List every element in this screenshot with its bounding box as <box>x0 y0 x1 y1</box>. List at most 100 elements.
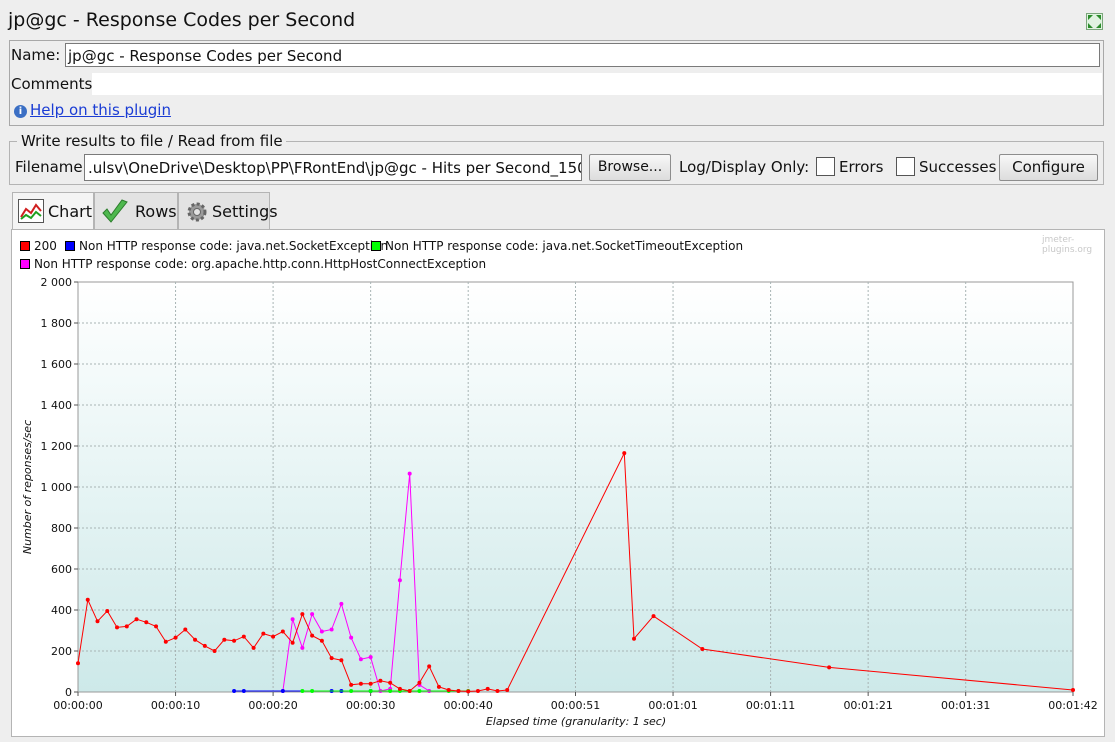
data-point-0 <box>183 627 188 632</box>
data-point-0 <box>193 637 198 642</box>
data-point-0 <box>310 633 315 638</box>
tab-rows[interactable]: Rows <box>94 192 178 229</box>
series-line-3 <box>282 473 430 692</box>
name-comments-panel: Name: jp@gc - Response Codes per Second … <box>9 40 1104 126</box>
data-point-3 <box>358 657 363 662</box>
data-point-2 <box>368 688 373 693</box>
data-point-0 <box>475 688 480 693</box>
data-point-0 <box>251 645 256 650</box>
errors-label: Errors <box>839 158 884 176</box>
successes-checkbox[interactable] <box>896 157 915 176</box>
data-point-3 <box>349 635 354 640</box>
chart-icon <box>18 199 44 223</box>
filename-label: Filename <box>15 158 83 176</box>
tab-rows-label: Rows <box>135 202 177 221</box>
data-point-0 <box>436 684 441 689</box>
y-tick-label: 0 <box>65 686 72 699</box>
data-point-0 <box>300 612 305 617</box>
x-tick-label: 00:00:10 <box>151 699 200 712</box>
y-tick-label: 2 000 <box>41 276 73 289</box>
tab-settings-label: Settings <box>212 202 278 221</box>
data-point-2 <box>349 688 354 693</box>
y-tick-label: 1 000 <box>41 481 73 494</box>
data-point-0 <box>280 629 285 634</box>
data-point-0 <box>241 634 246 639</box>
x-tick-label: 00:00:51 <box>551 699 600 712</box>
y-tick-label: 1 400 <box>41 399 73 412</box>
comments-label: Comments: <box>11 75 98 93</box>
data-point-0 <box>95 619 100 624</box>
successes-label: Successes <box>919 158 997 176</box>
legend-label-socket-exception: Non HTTP response code: java.net.SocketE… <box>79 239 389 253</box>
data-point-0 <box>466 689 471 694</box>
data-point-0 <box>144 620 149 625</box>
data-point-0 <box>368 681 373 686</box>
window-title: jp@gc - Response Codes per Second <box>8 9 356 31</box>
data-point-0 <box>495 688 500 693</box>
data-point-2 <box>310 688 315 693</box>
data-point-3 <box>290 617 295 622</box>
watermark: jmeter-plugins.org <box>1042 235 1093 255</box>
y-tick-label: 800 <box>51 522 72 535</box>
y-tick-label: 1 600 <box>41 358 73 371</box>
x-tick-label: 00:01:21 <box>843 699 892 712</box>
gear-icon <box>187 202 207 222</box>
y-tick-label: 400 <box>51 604 72 617</box>
data-point-0 <box>397 686 402 691</box>
tab-chart-label: Chart <box>48 202 92 221</box>
data-point-0 <box>339 658 344 663</box>
y-axis-label: Number of reponses/sec <box>21 420 34 554</box>
expand-icon[interactable] <box>1086 13 1103 30</box>
legend-label-host-connect: Non HTTP response code: org.apache.http.… <box>34 257 487 271</box>
name-input[interactable]: jp@gc - Response Codes per Second <box>65 43 1100 67</box>
data-point-0 <box>290 640 295 645</box>
data-point-2 <box>417 688 422 693</box>
help-link[interactable]: Help on this plugin <box>30 101 171 119</box>
file-panel <box>9 141 1104 185</box>
legend-swatch-socket-exception <box>65 241 75 251</box>
data-point-0 <box>417 680 422 685</box>
data-point-0 <box>261 631 266 636</box>
data-point-3 <box>329 627 334 632</box>
data-point-0 <box>505 687 510 692</box>
data-point-3 <box>397 578 402 583</box>
data-point-0 <box>378 678 383 683</box>
browse-button[interactable]: Browse... <box>589 154 671 181</box>
data-point-0 <box>349 682 354 687</box>
x-axis-label: Elapsed time (granularity: 1 sec) <box>486 715 666 728</box>
data-point-0 <box>202 643 207 648</box>
data-point-0 <box>105 609 110 614</box>
data-point-0 <box>622 451 627 456</box>
data-point-0 <box>173 635 178 640</box>
comments-field[interactable] <box>92 73 1102 95</box>
data-point-0 <box>329 656 334 661</box>
data-point-0 <box>154 624 159 629</box>
x-tick-label: 00:00:40 <box>443 699 492 712</box>
legend-swatch-200 <box>20 241 30 251</box>
y-tick-label: 1 800 <box>41 317 73 330</box>
file-section-title: Write results to file / Read from file <box>18 132 286 150</box>
data-point-0 <box>388 680 393 685</box>
data-point-3 <box>407 471 412 476</box>
filename-input[interactable]: .ulsv\OneDrive\Desktop\PP\FRontEnd\jp@gc… <box>84 154 582 181</box>
data-point-0 <box>427 664 432 669</box>
x-tick-label: 00:01:01 <box>648 699 697 712</box>
data-point-1 <box>241 688 246 693</box>
legend-label-socket-timeout: Non HTTP response code: java.net.SocketT… <box>385 239 744 253</box>
data-point-0 <box>456 688 461 693</box>
data-point-0 <box>124 624 129 629</box>
x-tick-label: 00:00:20 <box>248 699 297 712</box>
data-point-0 <box>407 688 412 693</box>
x-tick-label: 00:01:31 <box>941 699 990 712</box>
tab-chart[interactable]: Chart <box>12 192 94 230</box>
data-point-0 <box>827 665 832 670</box>
data-point-3 <box>310 612 315 617</box>
data-point-0 <box>651 614 656 619</box>
data-point-1 <box>232 688 237 693</box>
data-point-0 <box>115 625 120 630</box>
errors-checkbox[interactable] <box>816 157 835 176</box>
tab-settings[interactable]: Settings <box>178 192 278 229</box>
configure-button[interactable]: Configure <box>999 154 1098 181</box>
y-tick-label: 1 200 <box>41 440 73 453</box>
data-point-0 <box>446 687 451 692</box>
